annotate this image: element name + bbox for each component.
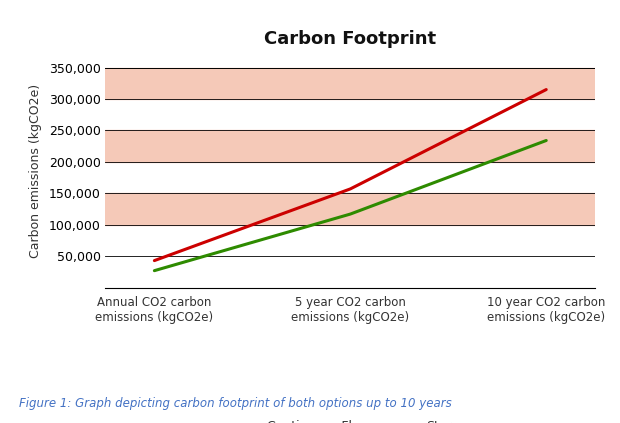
Title: Carbon Footprint: Carbon Footprint xyxy=(264,30,436,48)
Bar xyxy=(105,68,595,99)
Bar xyxy=(105,193,595,225)
Text: Figure 1: Graph depicting carbon footprint of both options up to 10 years: Figure 1: Graph depicting carbon footpri… xyxy=(19,397,451,410)
Legend: Continuous Flow, Storage: Continuous Flow, Storage xyxy=(221,415,480,423)
Bar xyxy=(105,130,595,162)
Y-axis label: Carbon emissions (kgCO2e): Carbon emissions (kgCO2e) xyxy=(29,84,42,258)
